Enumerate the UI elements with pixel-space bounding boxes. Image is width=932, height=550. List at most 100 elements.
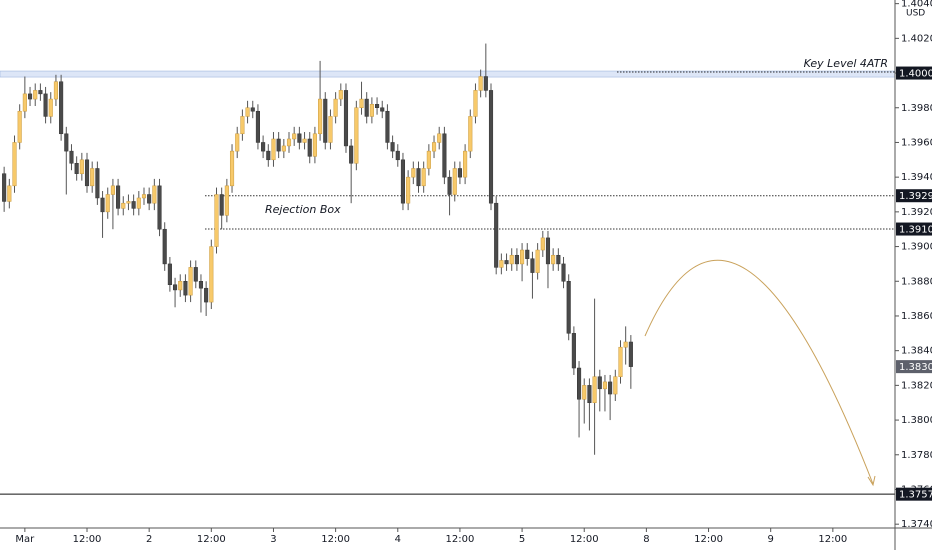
candle-body [400, 159, 406, 204]
candle-body [307, 138, 312, 157]
level-price-label: 1.40000 [899, 69, 932, 80]
candle-body [7, 185, 12, 202]
candle-body [59, 81, 64, 135]
candle-body [488, 90, 494, 204]
y-tick-label: 1.40200 [901, 33, 932, 44]
rejection-box-label: Rejection Box [265, 203, 341, 216]
candle-body [214, 194, 219, 247]
last-price-box [896, 360, 932, 374]
candle-body [84, 159, 90, 187]
candle-body [266, 150, 271, 161]
candle-body [183, 281, 188, 296]
candle-body [276, 138, 281, 152]
candle-body [463, 150, 468, 178]
candle-body [437, 133, 442, 143]
candle-body [193, 267, 198, 282]
x-tick-label: 12:00 [818, 534, 847, 545]
candle-body [333, 98, 338, 117]
projection-arc [644, 259, 874, 485]
y-tick-label: 1.39200 [901, 207, 932, 218]
candle-body [245, 107, 250, 117]
x-tick-label: 3 [270, 534, 276, 545]
candle-body [354, 107, 359, 164]
candle-body [364, 98, 369, 117]
x-tick-label: Mar [15, 534, 35, 545]
candle-body [157, 185, 162, 230]
candle-body [286, 138, 292, 147]
candle-body [613, 376, 618, 395]
level-price-box [896, 487, 932, 501]
candle-body [204, 287, 209, 303]
candle-body [587, 385, 592, 403]
candle-body [628, 341, 633, 367]
y-tick-label: 1.39800 [901, 103, 932, 114]
candle-body [349, 145, 354, 164]
x-tick-label: 4 [395, 534, 401, 545]
candle-body [147, 194, 152, 204]
candle-body [250, 107, 255, 112]
candle-body [105, 194, 110, 213]
candle-body [499, 260, 504, 268]
candle-body [577, 367, 582, 400]
candle-body [525, 249, 530, 259]
candle-body [48, 98, 53, 117]
candle-body [426, 150, 431, 169]
candle-body [411, 168, 416, 178]
x-tick-label: 5 [519, 534, 525, 545]
candle-body [281, 145, 286, 152]
candle-body [468, 116, 473, 152]
candle-body [33, 90, 38, 100]
candle-body [343, 90, 349, 147]
candle-body [395, 150, 400, 161]
candle-body [255, 110, 260, 143]
candle-body [12, 142, 17, 187]
candle-body [416, 168, 421, 187]
candle-body [121, 202, 126, 209]
candle-body [442, 133, 447, 178]
unit-label: USD [906, 9, 925, 19]
y-tick-label: 1.38200 [901, 380, 932, 391]
key-level-band [0, 70, 896, 78]
candle-body [53, 81, 58, 100]
candle-body [22, 93, 27, 112]
candle-body [116, 185, 121, 209]
y-tick-label: 1.40400 [901, 0, 932, 10]
candle-body [271, 138, 276, 161]
candle-body [131, 201, 136, 209]
candle-body [375, 104, 380, 109]
candle-body [209, 246, 214, 303]
candle-body [520, 249, 525, 265]
candle-body [602, 381, 608, 390]
x-tick-label: 12:00 [321, 534, 350, 545]
candle-body [535, 249, 540, 273]
candle-body [385, 110, 390, 143]
level-price-label: 1.39293 [899, 191, 932, 202]
candle-body [95, 168, 100, 199]
level-price-box [896, 222, 932, 236]
candle-body [219, 194, 224, 216]
y-tick-label: 1.39000 [901, 242, 932, 253]
candle-body [447, 176, 452, 195]
level-price-box [896, 66, 932, 80]
last-price-label: 1.38308 [899, 362, 932, 373]
candle-body [457, 168, 462, 178]
y-tick-label: 1.39600 [901, 137, 932, 148]
candle-body [27, 93, 33, 100]
candle-body [79, 159, 84, 174]
y-tick-label: 1.38800 [901, 276, 932, 287]
candle-body [597, 376, 602, 390]
candle-body [152, 185, 157, 204]
candle-body [540, 237, 545, 251]
candle-body [390, 142, 395, 152]
candle-body [178, 281, 183, 291]
projection-arrow [867, 475, 876, 487]
candle-body [592, 376, 597, 403]
candle-body [556, 254, 561, 265]
candle-body [162, 228, 167, 265]
x-tick-label: 12:00 [570, 534, 599, 545]
candle-body [623, 341, 628, 348]
candle-body [224, 185, 229, 216]
